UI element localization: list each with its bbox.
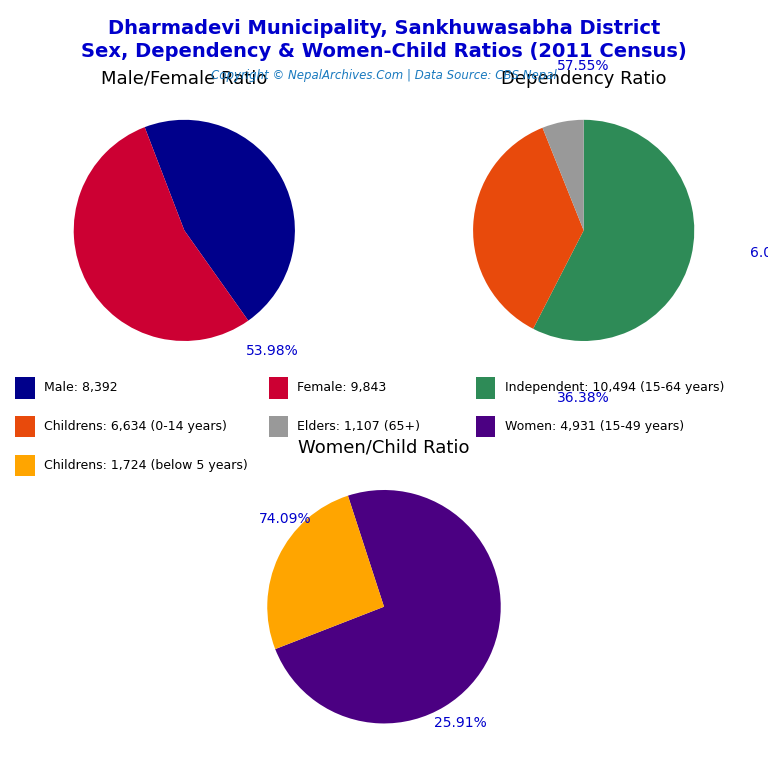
Bar <box>269 416 288 438</box>
Title: Dependency Ratio: Dependency Ratio <box>501 70 667 88</box>
Bar <box>476 416 495 438</box>
Text: 36.38%: 36.38% <box>558 391 610 405</box>
Wedge shape <box>144 120 295 320</box>
Text: Elders: 1,107 (65+): Elders: 1,107 (65+) <box>297 420 420 433</box>
Wedge shape <box>533 120 694 341</box>
Wedge shape <box>74 127 248 341</box>
Text: Male: 8,392: Male: 8,392 <box>44 382 118 395</box>
Bar <box>269 377 288 399</box>
Text: 25.91%: 25.91% <box>433 717 486 730</box>
Title: Male/Female Ratio: Male/Female Ratio <box>101 70 267 88</box>
Text: Sex, Dependency & Women-Child Ratios (2011 Census): Sex, Dependency & Women-Child Ratios (20… <box>81 42 687 61</box>
Text: 74.09%: 74.09% <box>259 512 311 526</box>
Bar <box>15 416 35 438</box>
Text: 6.07%: 6.07% <box>750 246 768 260</box>
Wedge shape <box>275 490 501 723</box>
Text: Childrens: 1,724 (below 5 years): Childrens: 1,724 (below 5 years) <box>44 459 247 472</box>
Text: Childrens: 6,634 (0-14 years): Childrens: 6,634 (0-14 years) <box>44 420 227 433</box>
Title: Women/Child Ratio: Women/Child Ratio <box>298 439 470 456</box>
Wedge shape <box>542 120 584 230</box>
Bar <box>15 377 35 399</box>
Text: Female: 9,843: Female: 9,843 <box>297 382 386 395</box>
Bar <box>15 455 35 476</box>
Text: 57.55%: 57.55% <box>558 59 610 73</box>
Bar <box>476 377 495 399</box>
Text: Copyright © NepalArchives.Com | Data Source: CBS Nepal: Copyright © NepalArchives.Com | Data Sou… <box>211 69 557 82</box>
Text: Women: 4,931 (15-49 years): Women: 4,931 (15-49 years) <box>505 420 684 433</box>
Text: Independent: 10,494 (15-64 years): Independent: 10,494 (15-64 years) <box>505 382 724 395</box>
Text: 53.98%: 53.98% <box>247 344 300 358</box>
Wedge shape <box>267 495 384 649</box>
Wedge shape <box>473 127 584 329</box>
Text: Dharmadevi Municipality, Sankhuwasabha District: Dharmadevi Municipality, Sankhuwasabha D… <box>108 19 660 38</box>
